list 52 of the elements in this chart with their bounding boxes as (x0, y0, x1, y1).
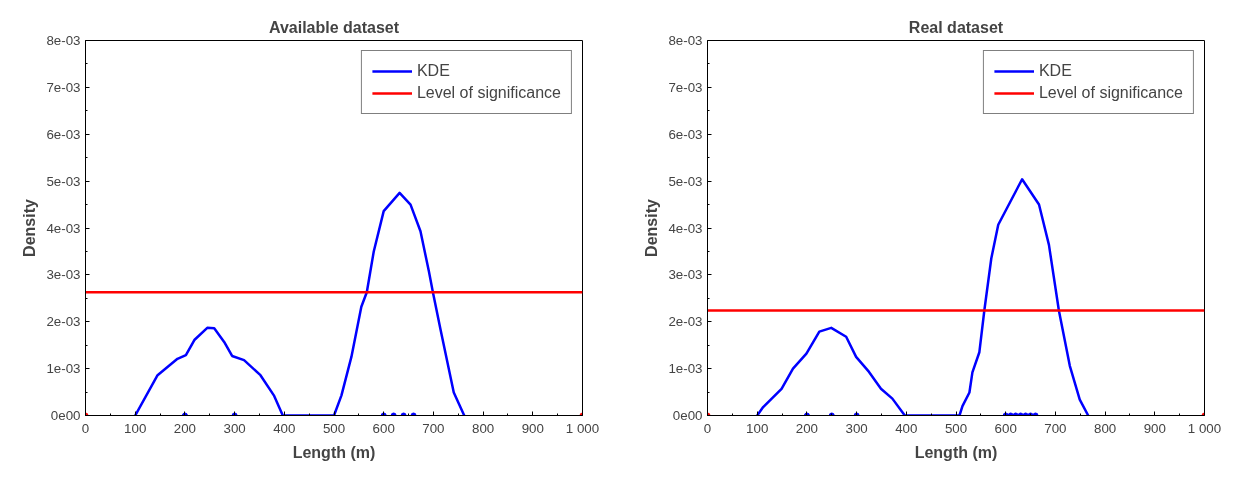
x-tick-label: 400 (895, 420, 918, 436)
x-tick-label: 300 (223, 420, 246, 436)
x-tick-label: 600 (994, 420, 1017, 436)
legend-label: Level of significance (416, 84, 561, 102)
y-tick-label: 4e-03 (46, 220, 81, 236)
x-tick-label: 1 000 (565, 420, 600, 436)
y-tick-label: 6e-03 (46, 126, 81, 142)
x-tick-label: 800 (471, 420, 495, 436)
x-tick-label: 100 (746, 420, 769, 436)
x-axis-title: Length (m) (292, 443, 376, 461)
chart-title: Real dataset (908, 18, 1004, 36)
legend-label: KDE (416, 62, 450, 80)
x-tick-label: 700 (422, 420, 445, 436)
chart-title: Available dataset (268, 18, 400, 36)
x-tick-label: 500 (944, 420, 968, 436)
y-tick-label: 3e-03 (668, 267, 703, 283)
y-tick-label: 4e-03 (668, 220, 703, 236)
legend-label: Level of significance (1038, 84, 1183, 102)
x-tick-label: 900 (1143, 420, 1166, 436)
y-tick-label: 1e-03 (46, 361, 81, 377)
y-tick-label: 6e-03 (668, 126, 703, 142)
x-tick-label: 500 (322, 420, 346, 436)
y-axis-title: Density (21, 199, 39, 257)
x-tick-label: 300 (845, 420, 868, 436)
x-tick-label: 700 (1044, 420, 1067, 436)
x-tick-label: 0 (703, 420, 712, 436)
y-tick-label: 5e-03 (668, 173, 703, 189)
x-tick-label: 900 (521, 420, 544, 436)
y-tick-label: 5e-03 (46, 173, 81, 189)
line-series (133, 191, 466, 416)
x-tick-label: 600 (372, 420, 395, 436)
x-tick-label: 1 000 (1187, 420, 1222, 436)
y-tick-label: 3e-03 (46, 267, 81, 283)
x-tick-label: 0 (81, 420, 90, 436)
y-tick-label: 7e-03 (46, 79, 81, 95)
y-tick-label: 2e-03 (668, 314, 703, 330)
y-tick-label: 1e-03 (668, 361, 703, 377)
legend-label: KDE (1038, 62, 1072, 80)
y-tick-label: 8e-03 (46, 33, 81, 48)
y-tick-label: 0e00 (672, 408, 703, 423)
x-tick-label: 200 (795, 420, 819, 436)
x-tick-label: 400 (273, 420, 296, 436)
y-tick-label: 7e-03 (668, 79, 703, 95)
x-tick-label: 100 (124, 420, 147, 436)
x-tick-label: 200 (173, 420, 197, 436)
y-tick-label: 8e-03 (668, 33, 703, 48)
x-tick-label: 800 (1093, 420, 1117, 436)
y-tick-label: 2e-03 (46, 314, 81, 330)
line-series (755, 178, 1090, 416)
y-tick-label: 0e00 (50, 408, 81, 423)
x-axis-title: Length (m) (914, 443, 998, 461)
y-axis-title: Density (643, 199, 661, 257)
